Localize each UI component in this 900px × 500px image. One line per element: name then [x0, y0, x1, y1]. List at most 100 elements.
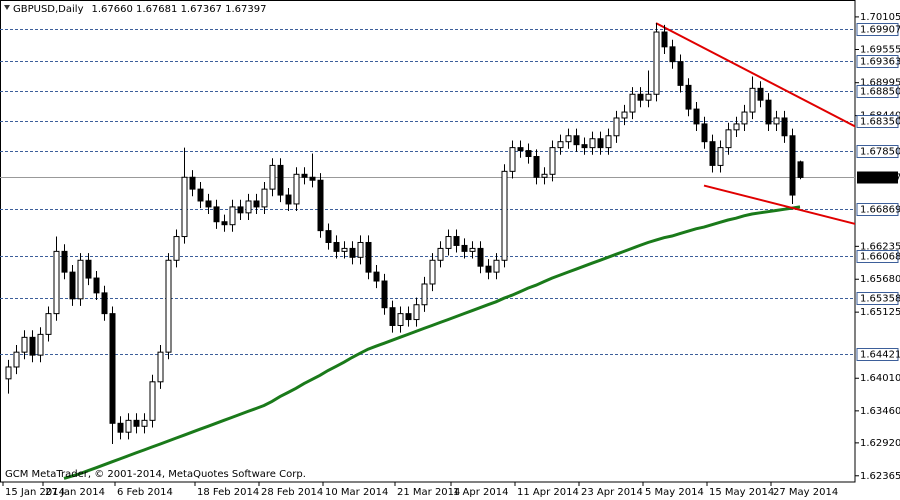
- candle-body: [309, 176, 316, 181]
- candle-body: [525, 150, 532, 158]
- x-tick-label: 27 May 2014: [773, 487, 838, 498]
- candle-body: [477, 247, 484, 267]
- level-label: 1.65358: [860, 294, 900, 305]
- candle-body: [581, 144, 588, 149]
- candle-body: [789, 135, 796, 196]
- moving-average: [63, 205, 801, 480]
- candle-body: [357, 241, 364, 258]
- candle-body: [509, 147, 516, 172]
- candle-body: [613, 117, 620, 137]
- candle-body: [229, 206, 236, 226]
- candle-body: [549, 147, 556, 175]
- copyright: GCM MetaTrader, © 2001-2014, MetaQuotes …: [5, 469, 306, 480]
- chart-title: GBPUSD,Daily: [13, 4, 84, 15]
- candle-body: [629, 93, 636, 113]
- candle-body: [21, 336, 28, 353]
- candle-body: [701, 123, 708, 143]
- level-label-box: [856, 55, 899, 68]
- candle-body: [621, 111, 628, 119]
- candle-body: [117, 422, 124, 433]
- candle-body: [189, 176, 196, 190]
- candle-body: [565, 135, 572, 143]
- chart-header: GBPUSD,Daily 1.67660 1.67681 1.67367 1.67…: [13, 4, 266, 15]
- candle-body: [101, 292, 108, 315]
- candle-body: [237, 206, 244, 214]
- x-tick-label: 11 Apr 2014: [517, 487, 579, 498]
- trendline: [703, 184, 855, 225]
- candle-body: [109, 313, 116, 424]
- candle-body: [285, 194, 292, 205]
- candle-body: [653, 31, 660, 95]
- candle-body: [445, 236, 452, 249]
- level-label: 1.68850: [860, 87, 900, 98]
- candle-body: [261, 188, 268, 208]
- candle-body: [757, 87, 764, 101]
- symbol-icon: [4, 5, 10, 10]
- candle-body: [61, 250, 68, 273]
- level-label-box: [856, 85, 899, 98]
- candle-body: [573, 135, 580, 146]
- candle-body: [365, 241, 372, 273]
- candle-body: [485, 265, 492, 273]
- candle-body: [741, 111, 748, 125]
- candle-body: [245, 200, 252, 214]
- x-tick-label: 6 Feb 2014: [117, 487, 173, 498]
- candle-body: [733, 123, 740, 131]
- candle-body: [333, 241, 340, 252]
- x-tick-label: 1 Apr 2014: [453, 487, 508, 498]
- candle-body: [765, 99, 772, 125]
- candle-body: [669, 46, 676, 63]
- chart-subtitle: 1.67660 1.67681 1.67367 1.67397: [92, 4, 267, 15]
- y-tick-label: 1.63460: [860, 406, 900, 417]
- candle-body: [797, 161, 804, 178]
- candle-body: [661, 31, 668, 48]
- level-label-box: [856, 292, 899, 305]
- candle-body: [181, 176, 188, 238]
- candle-body: [557, 141, 564, 149]
- candle-body: [341, 247, 348, 252]
- x-tick-label: 15 Jan 2014: [5, 487, 65, 498]
- candle-body: [421, 283, 428, 306]
- y-tick-label: 1.70105: [860, 12, 900, 23]
- x-tick-label: 5 May 2014: [645, 487, 704, 498]
- y-tick-label: 1.65680: [860, 274, 900, 285]
- candle-body: [389, 307, 396, 326]
- level-label: 1.69363: [860, 57, 900, 68]
- candle-body: [141, 419, 148, 427]
- candle-body: [213, 206, 220, 223]
- candle-body: [301, 173, 308, 178]
- x-tick-label: 23 Apr 2014: [581, 487, 643, 498]
- candle-body: [317, 179, 324, 232]
- candle-body: [221, 221, 228, 226]
- level-label-box: [856, 145, 899, 158]
- candle-body: [325, 230, 332, 243]
- level-label: 1.68350: [860, 117, 900, 128]
- last-price-label: 1.67397: [860, 173, 900, 184]
- level-label: 1.64421: [860, 350, 900, 361]
- candle-body: [293, 173, 300, 205]
- candle-body: [5, 366, 12, 380]
- x-tick-label: 28 Feb 2014: [261, 487, 323, 498]
- candle-body: [469, 247, 476, 252]
- candle-body: [589, 138, 596, 149]
- candle-body: [405, 313, 412, 321]
- candle-body: [269, 164, 276, 190]
- candle-body: [781, 117, 788, 137]
- candle-body: [93, 277, 100, 294]
- level-label-box: [856, 203, 899, 216]
- y-tick-label: 1.62920: [860, 438, 900, 449]
- level-label-box: [856, 250, 899, 263]
- candle-body: [709, 141, 716, 166]
- candle-body: [13, 351, 20, 368]
- candle-body: [749, 87, 756, 113]
- y-tick-label: 1.68995: [860, 78, 900, 89]
- candle-body: [149, 381, 156, 421]
- candle-body: [125, 419, 132, 433]
- candle-body: [277, 164, 284, 196]
- candle-body: [461, 244, 468, 252]
- candle-body: [645, 93, 652, 101]
- level-label-box: [856, 23, 899, 36]
- candle-body: [381, 280, 388, 309]
- candle-body: [205, 200, 212, 208]
